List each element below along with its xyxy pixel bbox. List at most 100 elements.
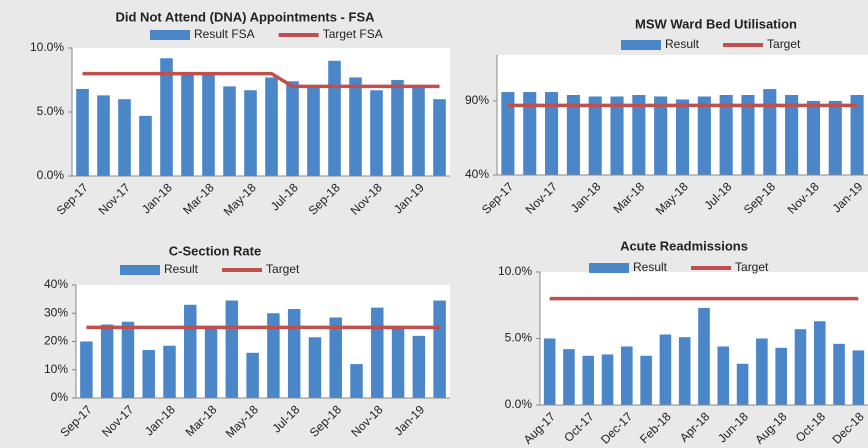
legend-label: Result bbox=[633, 260, 668, 274]
y-tick-label: 40% bbox=[465, 167, 489, 181]
chart-panel: Acute Readmissions Result Target 0.0% 5.0% 10… bbox=[498, 238, 868, 447]
chart-title: Did Not Attend (DNA) Appointments - FSA bbox=[116, 9, 376, 24]
chart-title: MSW Ward Bed Utilisation bbox=[635, 16, 797, 31]
bar bbox=[267, 313, 280, 398]
bar bbox=[545, 92, 559, 175]
bar bbox=[391, 80, 404, 176]
x-tick-label: Aug-17 bbox=[521, 409, 558, 446]
y-tick-label: 90% bbox=[465, 93, 489, 107]
bar bbox=[601, 354, 614, 405]
bar bbox=[184, 304, 197, 398]
bar bbox=[736, 363, 749, 405]
bar bbox=[80, 341, 93, 398]
x-tick-label: Jan-18 bbox=[139, 180, 175, 216]
x-tick-label: May-18 bbox=[223, 402, 261, 440]
y-tick-label: 0.0% bbox=[505, 397, 533, 411]
bar bbox=[501, 92, 515, 175]
x-tick-label: Dec-17 bbox=[598, 409, 635, 446]
legend-swatch bbox=[120, 265, 160, 275]
bar bbox=[286, 81, 299, 176]
bar bbox=[225, 300, 239, 398]
x-tick-label: Sep-18 bbox=[307, 402, 344, 439]
legend-label: Target FSA bbox=[323, 27, 383, 41]
x-tick-label: Jan-18 bbox=[142, 402, 178, 438]
x-tick-label: Nov-18 bbox=[348, 180, 385, 217]
bar bbox=[97, 95, 110, 176]
y-tick-label: 5.0% bbox=[37, 104, 65, 118]
bar bbox=[678, 337, 691, 405]
legend-swatch bbox=[621, 40, 661, 50]
bar bbox=[412, 335, 426, 398]
x-tick-label: Sep-18 bbox=[306, 180, 343, 217]
x-tick-label: Apr-18 bbox=[677, 409, 713, 445]
y-tick-label: 30% bbox=[44, 305, 68, 319]
bar bbox=[566, 95, 580, 175]
chart-title: C-Section Rate bbox=[169, 243, 261, 258]
bar bbox=[697, 96, 711, 175]
bar bbox=[698, 307, 710, 405]
bar bbox=[523, 92, 537, 175]
x-tick-label: Mar-18 bbox=[183, 402, 220, 439]
bar bbox=[632, 95, 646, 175]
bar bbox=[160, 58, 173, 176]
legend-label: Target bbox=[266, 262, 300, 276]
bar bbox=[654, 96, 668, 175]
bar bbox=[204, 327, 218, 398]
bar bbox=[370, 90, 383, 176]
x-tick-label: Jan-18 bbox=[568, 179, 604, 215]
bar bbox=[265, 77, 278, 176]
chart-panel: MSW Ward Bed Utilisation Result Target 40% 9… bbox=[465, 16, 868, 218]
bar bbox=[563, 349, 575, 405]
y-tick-label: 0% bbox=[51, 390, 69, 404]
y-tick-label: 40% bbox=[44, 277, 68, 291]
bar bbox=[118, 99, 131, 176]
y-tick-label: 5.0% bbox=[505, 331, 533, 345]
x-tick-label: May-18 bbox=[653, 179, 691, 217]
bar bbox=[246, 352, 259, 398]
bar bbox=[640, 355, 652, 405]
bar bbox=[76, 88, 89, 176]
bar bbox=[659, 334, 672, 405]
bar bbox=[806, 100, 820, 175]
bar bbox=[371, 307, 384, 398]
bar bbox=[850, 95, 864, 175]
bar bbox=[328, 60, 341, 176]
bar bbox=[349, 77, 362, 176]
chart-title: Acute Readmissions bbox=[620, 238, 748, 253]
x-tick-label: Sep-17 bbox=[57, 402, 94, 439]
bar bbox=[223, 86, 236, 176]
bar bbox=[121, 321, 135, 398]
chart-panel: Did Not Attend (DNA) Appointments - FSA R… bbox=[30, 9, 450, 219]
x-tick-label: Jul-18 bbox=[270, 402, 303, 435]
bar bbox=[391, 327, 405, 398]
bar bbox=[100, 324, 114, 398]
plot-area bbox=[76, 285, 450, 398]
x-tick-label: Nov-17 bbox=[523, 179, 560, 216]
x-tick-label: Sep-17 bbox=[54, 180, 91, 217]
x-tick-label: Nov-17 bbox=[96, 180, 133, 217]
y-tick-label: 0.0% bbox=[37, 168, 65, 182]
bar bbox=[244, 90, 257, 176]
target-line bbox=[82, 71, 440, 89]
bar bbox=[775, 347, 787, 405]
bar bbox=[142, 349, 155, 398]
bar bbox=[610, 96, 624, 175]
bar bbox=[350, 364, 363, 398]
x-tick-label: Feb-18 bbox=[637, 409, 674, 446]
x-tick-label: Oct-17 bbox=[561, 409, 597, 445]
bar bbox=[308, 337, 322, 398]
bar bbox=[675, 99, 690, 175]
legend-label: Result FSA bbox=[194, 27, 255, 41]
x-tick-label: May-18 bbox=[221, 180, 259, 218]
x-tick-label: Aug-18 bbox=[752, 409, 789, 446]
bar bbox=[139, 115, 152, 176]
bar bbox=[163, 345, 176, 398]
bar bbox=[719, 95, 733, 175]
bar bbox=[433, 300, 446, 398]
bar bbox=[756, 338, 768, 405]
y-tick-label: 10.0% bbox=[30, 40, 64, 54]
bar bbox=[329, 317, 342, 398]
x-tick-label: Jul-18 bbox=[268, 180, 301, 213]
chart-panel: C-Section Rate Result Target 0% 10% 20% 30% 40%… bbox=[44, 243, 450, 441]
